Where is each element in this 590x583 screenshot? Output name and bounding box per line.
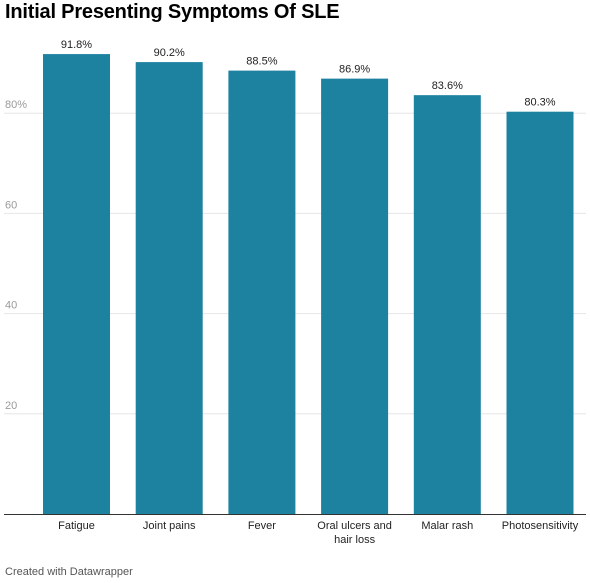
bar-chart: 20 40 60 80% 91.8% Fatigue 90.2% Joint pains 88.… xyxy=(4,39,586,546)
value-label: 83.6% xyxy=(432,80,463,92)
bar xyxy=(413,95,481,514)
y-tick-label: 60 xyxy=(5,199,17,211)
category-label: Joint pains xyxy=(143,520,196,532)
value-label: 90.2% xyxy=(154,47,185,59)
bar xyxy=(43,54,110,514)
bars xyxy=(43,54,574,515)
value-label: 91.8% xyxy=(61,39,92,51)
category-label: Photosensitivity xyxy=(502,520,579,532)
y-tick-label: 20 xyxy=(5,400,17,412)
y-tick-label: 40 xyxy=(5,300,17,312)
y-tick-label: 80% xyxy=(5,99,27,111)
category-label: Oral ulcers and xyxy=(317,520,392,532)
category-label: Fever xyxy=(248,520,276,532)
value-label: 88.5% xyxy=(246,56,277,68)
bar xyxy=(228,70,296,515)
footer-credit: Created with Datawrapper xyxy=(5,566,133,578)
value-label: 80.3% xyxy=(524,97,555,109)
bar xyxy=(506,111,574,515)
chart-title: Initial Presenting Symptoms Of SLE xyxy=(5,1,340,23)
category-label: Malar rash xyxy=(421,520,473,532)
bar xyxy=(321,78,389,515)
category-label: hair loss xyxy=(334,534,375,546)
category-label: Fatigue xyxy=(58,520,95,532)
labels: 20 40 60 80% 91.8% Fatigue 90.2% Joint pains 88.… xyxy=(5,39,579,546)
bar xyxy=(135,62,203,515)
value-label: 86.9% xyxy=(339,64,370,76)
